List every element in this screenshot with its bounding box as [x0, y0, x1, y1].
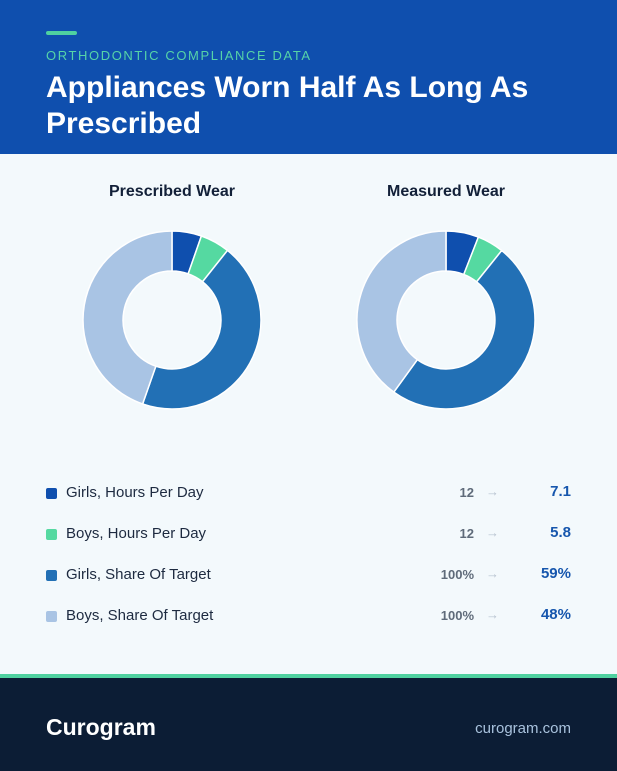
- donut-slice-girls-share-of-target: [141, 249, 262, 410]
- donut-title-measured: Measured Wear: [387, 183, 505, 200]
- kicker-text: ORTHODONTIC COMPLIANCE DATA: [46, 48, 312, 63]
- header: ORTHODONTIC COMPLIANCE DATA Appliances W…: [0, 0, 617, 154]
- prescribed-value: 12: [459, 526, 474, 541]
- donut-chart-measured: [356, 230, 536, 410]
- legend-label: Boys, Hours Per Day: [66, 525, 207, 542]
- arrow-icon: →: [486, 484, 499, 499]
- prescribed-value: 100%: [440, 608, 474, 623]
- measured-value: 5.8: [550, 524, 571, 541]
- footer: Curogram curogram.com: [0, 678, 617, 771]
- donut-slice-boys-share-of-target: [356, 230, 447, 394]
- brand-logo: Curogram: [46, 714, 156, 740]
- measured-value: 59%: [540, 565, 571, 582]
- legend-swatch: [46, 611, 57, 622]
- legend-label: Girls, Hours Per Day: [66, 484, 204, 501]
- donut-slice-boys-share-of-target: [82, 230, 173, 405]
- arrow-icon: →: [486, 607, 499, 622]
- donut-title-prescribed: Prescribed Wear: [109, 183, 235, 200]
- legend-swatch: [46, 488, 57, 499]
- footer-accent-stripe: [0, 674, 617, 678]
- legend-swatch: [46, 570, 57, 581]
- donut-chart-prescribed: [82, 230, 262, 410]
- accent-bar: [46, 31, 77, 35]
- arrow-icon: →: [486, 566, 499, 581]
- legend-label: Boys, Share Of Target: [66, 607, 214, 624]
- legend-row-boys-share: Boys, Share Of Target 100% → 48%: [0, 604, 617, 628]
- prescribed-value: 12: [459, 485, 474, 500]
- legend-swatch: [46, 529, 57, 540]
- prescribed-value: 100%: [440, 567, 474, 582]
- measured-value: 7.1: [550, 483, 571, 500]
- page-title: Appliances Worn Half As Long As Prescrib…: [46, 71, 529, 140]
- arrow-icon: →: [486, 525, 499, 540]
- legend-label: Girls, Share Of Target: [66, 566, 211, 583]
- legend-row-boys-hours: Boys, Hours Per Day 12 → 5.8: [0, 522, 617, 546]
- legend-row-girls-share: Girls, Share Of Target 100% → 59%: [0, 563, 617, 587]
- legend-row-girls-hours: Girls, Hours Per Day 12 → 7.1: [0, 481, 617, 505]
- donut-slice-girls-share-of-target: [392, 249, 536, 410]
- site-link[interactable]: curogram.com: [475, 720, 571, 737]
- measured-value: 48%: [540, 606, 571, 623]
